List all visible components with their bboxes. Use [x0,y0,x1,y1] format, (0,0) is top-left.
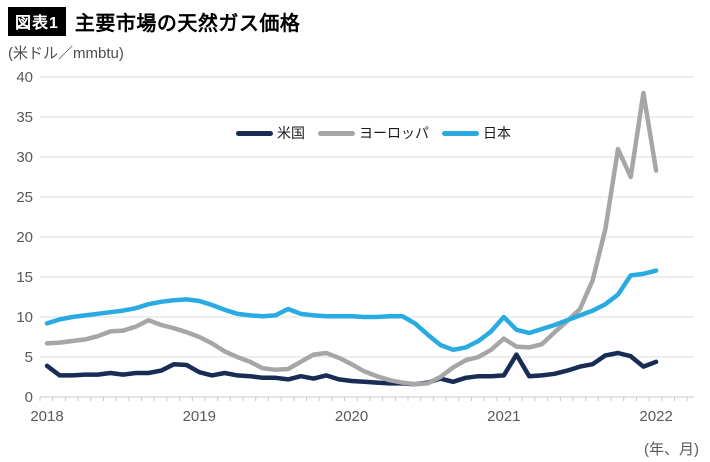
svg-text:2022: 2022 [639,408,672,425]
legend-swatch-us-icon [236,130,273,136]
svg-text:30: 30 [16,149,33,166]
svg-text:40: 40 [16,69,33,86]
legend-label-japan: 日本 [483,125,511,141]
x-axis-note: (年、月) [644,441,699,458]
legend-item-us: 米国 [236,123,305,143]
series-line-japan [44,268,659,353]
svg-text:15: 15 [16,269,33,286]
legend: 米国 ヨーロッパ 日本 [236,123,511,143]
svg-text:2021: 2021 [487,408,520,425]
svg-text:25: 25 [16,189,33,206]
figure-title: 主要市場の天然ガス価格 [74,13,301,35]
svg-text:2019: 2019 [183,408,216,425]
svg-text:2018: 2018 [30,408,63,425]
figure-header: 図表1 主要市場の天然ガス価格 [8,7,300,36]
legend-label-us: 米国 [277,125,305,141]
x-axis-month-ticks [39,397,688,401]
legend-label-europe: ヨーロッパ [359,125,429,141]
svg-text:0: 0 [25,389,33,406]
legend-item-japan: 日本 [442,123,511,143]
figure-badge: 図表1 [8,7,66,36]
svg-text:20: 20 [16,229,33,246]
y-tick-labels: 0 5 10 15 20 25 30 35 40 [16,69,33,406]
gridlines [40,76,694,398]
svg-text:35: 35 [16,109,33,126]
x-tick-labels: 2018 2019 2020 2021 2022 [30,408,672,425]
series-line-us [44,350,659,387]
svg-text:2020: 2020 [335,408,368,425]
legend-swatch-japan-icon [442,130,479,136]
y-axis-unit-label: (米ドル／mmbtu) [8,45,124,62]
svg-text:10: 10 [16,309,33,326]
legend-swatch-europe-icon [318,130,355,136]
series-line-europe [44,90,659,387]
svg-text:5: 5 [25,349,33,366]
legend-item-europe: ヨーロッパ [318,123,429,143]
